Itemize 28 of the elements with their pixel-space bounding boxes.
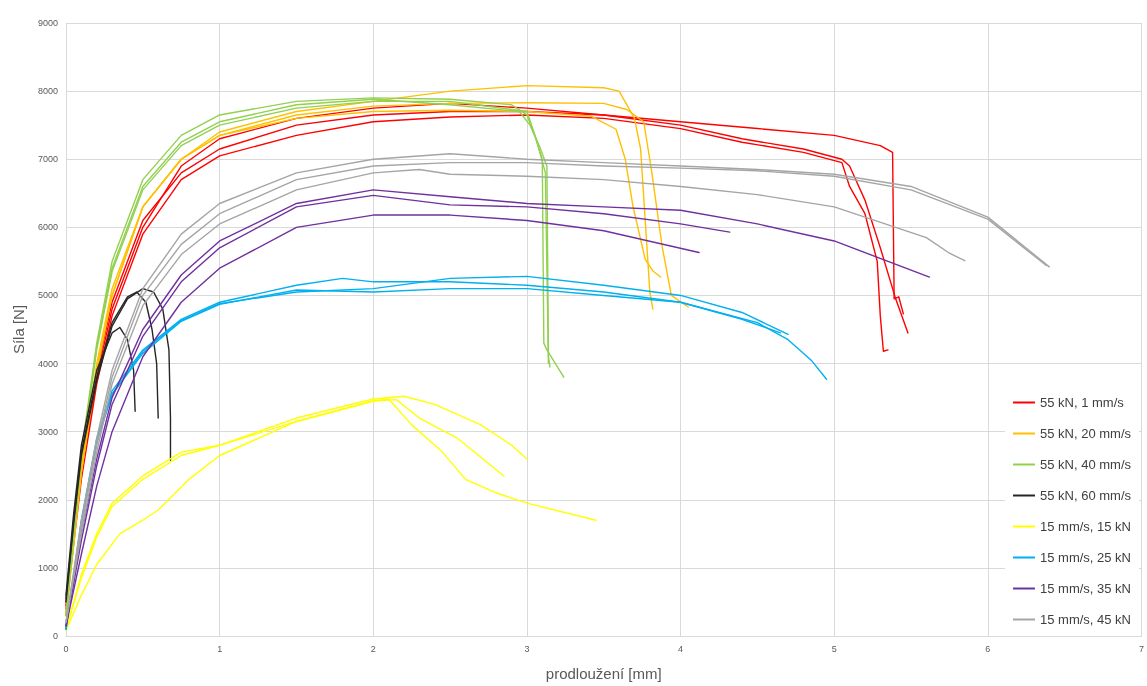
x-tick-label: 3 xyxy=(524,643,530,654)
y-tick-label: 2000 xyxy=(37,494,58,505)
legend-label: 15 mm/s, 25 kN xyxy=(1039,550,1132,565)
y-axis-title: Síla [N] xyxy=(10,304,27,355)
x-tick-label: 1 xyxy=(217,643,223,654)
x-tick-label: 7 xyxy=(1138,643,1145,654)
x-tick-label: 0 xyxy=(63,643,69,654)
y-tick-label: 3000 xyxy=(37,426,58,437)
legend-label: 15 mm/s, 45 kN xyxy=(1039,612,1132,627)
legend-label: 15 mm/s, 15 kN xyxy=(1039,519,1132,534)
y-tick-label: 9000 xyxy=(37,18,58,28)
legend-label: 55 kN, 1 mm/s xyxy=(1039,395,1125,410)
y-tick-label: 1000 xyxy=(37,562,58,573)
legend-label: 55 kN, 40 mm/s xyxy=(1039,457,1132,472)
legend-label: 55 kN, 60 mm/s xyxy=(1039,488,1132,503)
y-tick-label: 7000 xyxy=(37,154,58,165)
y-tick-label: 8000 xyxy=(37,86,58,97)
y-tick-label: 5000 xyxy=(37,290,58,301)
x-tick-label: 6 xyxy=(985,643,991,654)
x-axis-title: prodloužení [mm] xyxy=(545,665,662,682)
x-tick-label: 4 xyxy=(678,643,684,654)
x-tick-label: 5 xyxy=(831,643,837,654)
y-tick-label: 0 xyxy=(52,631,58,641)
legend-label: 15 mm/s, 35 kN xyxy=(1039,581,1132,596)
y-tick-label: 6000 xyxy=(37,222,58,233)
x-tick-label: 2 xyxy=(370,643,376,654)
legend-label: 55 kN, 20 mm/s xyxy=(1039,426,1132,441)
y-tick-label: 4000 xyxy=(37,358,58,369)
